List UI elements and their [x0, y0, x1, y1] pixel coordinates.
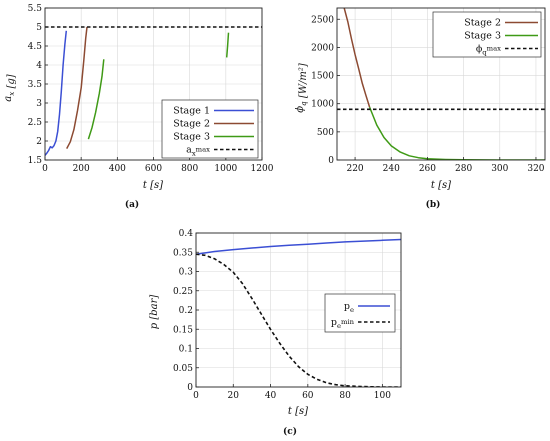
series-line — [87, 59, 105, 140]
y-tick-label: 0.35 — [173, 248, 193, 258]
legend-label: Stage 3 — [464, 31, 501, 42]
legend-box — [432, 11, 542, 58]
x-tick-label: 0 — [193, 391, 199, 401]
x-axis-label: t [s] — [431, 180, 451, 191]
series-line — [225, 32, 230, 58]
y-tick-label: 0.1 — [179, 345, 193, 355]
x-tick-label: 260 — [419, 164, 436, 174]
legend-label: ϕqmax — [476, 44, 501, 57]
y-tick-label: 0.05 — [173, 364, 193, 374]
x-tick-label: 600 — [145, 164, 162, 174]
x-axis-label: t [s] — [288, 406, 308, 417]
x-tick-label: 1200 — [251, 164, 274, 174]
y-tick-label: 0.2 — [179, 306, 193, 316]
y-tick-label: 0.3 — [179, 268, 194, 278]
legend-box — [161, 99, 259, 159]
x-tick-label: 60 — [302, 391, 314, 401]
series-line — [343, 8, 371, 108]
y-tick-label: 0.25 — [173, 287, 193, 297]
panel-caption: (a) — [125, 199, 139, 210]
legend: pe pemin — [324, 293, 396, 333]
x-tick-label: 40 — [265, 391, 277, 401]
legend: Stage 1 Stage 2 Stage 3 axmax — [161, 99, 259, 159]
legend: Stage 2 Stage 3 ϕqmax — [432, 11, 542, 58]
y-tick-label: 5 — [36, 23, 42, 33]
legend-label: Stage 3 — [173, 132, 210, 143]
y-tick-label: 0.4 — [179, 229, 194, 239]
x-tick-label: 20 — [228, 391, 240, 401]
chart-b: 220 240 260 280 300 320 0 500 1000 1500 2000 2500 t … — [295, 7, 546, 210]
series-c-1 — [196, 253, 401, 387]
x-tick-label: 300 — [491, 164, 508, 174]
x-tick-label: 220 — [346, 164, 363, 174]
y-tick-label: 5.5 — [28, 4, 43, 14]
legend-label: axmax — [186, 145, 210, 158]
series-a-1 — [66, 26, 88, 149]
y-axis-label: ax [g] — [3, 74, 17, 102]
series-line — [196, 238, 401, 255]
y-tick-label: 1500 — [311, 72, 334, 82]
x-tick-label: 280 — [455, 164, 472, 174]
series-a-2 — [87, 32, 230, 140]
chart-a: 0 200 400 600 800 1000 1200 1.5 2 2.5 3 3.5 4 4.5 5 5.5… — [3, 4, 274, 210]
x-tick-label: 100 — [374, 391, 391, 401]
chart-c: 0 20 40 60 80 100 0 0.05 0.1 0.15 0.2 0.25 0.3 0.35 0.… — [149, 229, 402, 437]
x-tick-label: 0 — [42, 164, 48, 174]
legend-label: Stage 2 — [173, 119, 210, 130]
series-line — [196, 253, 401, 387]
y-tick-label: 0.15 — [173, 325, 193, 335]
x-tick-label: 80 — [339, 391, 351, 401]
legend-label: pemin — [331, 317, 355, 330]
series-a-0 — [45, 30, 68, 156]
x-tick-label: 320 — [527, 164, 544, 174]
y-tick-label: 2.5 — [28, 118, 43, 128]
y-tick-label: 1.5 — [28, 156, 43, 166]
panel-caption: (c) — [283, 426, 297, 437]
y-tick-label: 1000 — [311, 100, 334, 110]
series-c-0 — [196, 238, 401, 255]
x-tick-label: 1000 — [214, 164, 237, 174]
x-tick-label: 800 — [181, 164, 198, 174]
x-tick-label: 400 — [109, 164, 126, 174]
y-axis-label: ϕq [W/m²] — [295, 63, 309, 113]
x-tick-label: 240 — [383, 164, 400, 174]
plot-frame — [336, 7, 546, 161]
y-tick-label: 4.5 — [28, 42, 43, 52]
x-axis-label: t [s] — [143, 180, 163, 191]
series-line — [66, 26, 88, 149]
y-tick-label: 3 — [36, 99, 42, 109]
x-tick-label: 200 — [73, 164, 90, 174]
y-tick-label: 0 — [187, 383, 193, 393]
legend-label: Stage 1 — [173, 106, 210, 117]
y-tick-label: 2 — [36, 137, 42, 147]
series-b-0 — [343, 8, 371, 108]
legend-box — [324, 293, 396, 333]
legend-label: Stage 2 — [464, 18, 501, 29]
legend-label: pe — [344, 301, 354, 314]
series-line — [45, 30, 68, 156]
y-tick-label: 4 — [36, 61, 42, 71]
panel-caption: (b) — [426, 199, 441, 210]
y-tick-label: 0 — [328, 156, 334, 166]
y-tick-label: 2500 — [311, 15, 334, 25]
y-axis-label: p [bar] — [149, 295, 160, 330]
y-tick-label: 500 — [317, 128, 334, 138]
y-tick-label: 3.5 — [28, 80, 43, 90]
y-tick-label: 2000 — [311, 43, 334, 53]
